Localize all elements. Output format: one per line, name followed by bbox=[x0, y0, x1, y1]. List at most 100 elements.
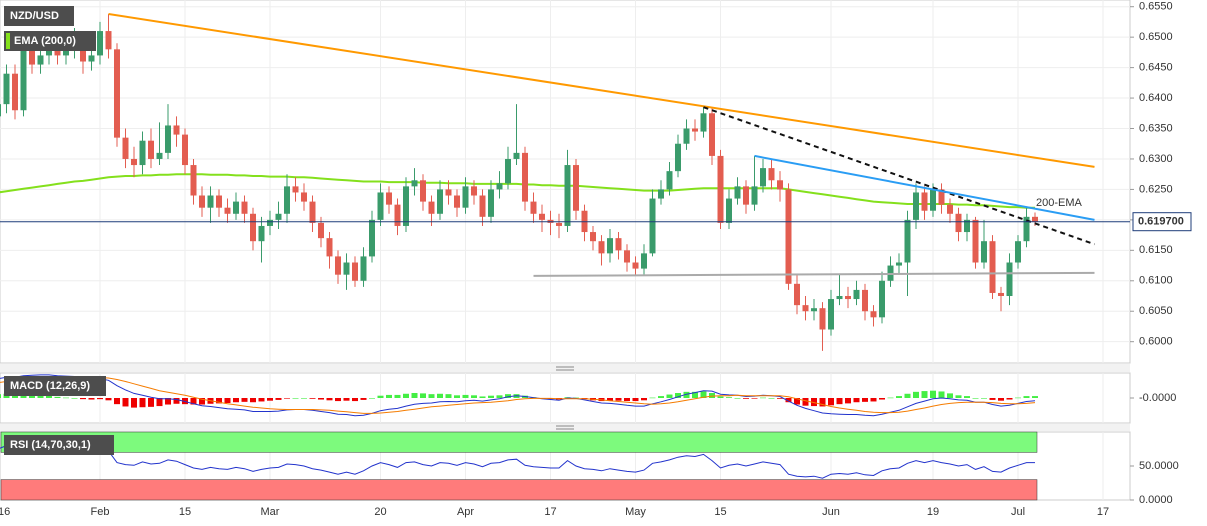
candle-body bbox=[216, 195, 222, 208]
macd-histogram-bar bbox=[794, 398, 800, 405]
x-tick-label: 15 bbox=[179, 506, 191, 518]
candle-body bbox=[666, 171, 673, 190]
macd-histogram-bar bbox=[411, 393, 418, 398]
candle-body bbox=[301, 192, 307, 202]
x-tick-label: 20 bbox=[374, 506, 386, 518]
candle-body bbox=[811, 308, 817, 312]
candle-body bbox=[411, 180, 418, 187]
candle-body bbox=[828, 299, 834, 330]
macd-histogram-bar bbox=[488, 395, 494, 398]
macd-histogram-bar bbox=[717, 396, 724, 398]
ema-legend-box[interactable] bbox=[4, 31, 96, 51]
candle-body bbox=[326, 238, 333, 257]
candle-body bbox=[496, 183, 503, 190]
candle-body bbox=[853, 289, 860, 300]
panel-separator[interactable] bbox=[0, 364, 1130, 372]
candle-body bbox=[165, 125, 171, 153]
macd-histogram-bar bbox=[343, 398, 350, 401]
candle-body bbox=[352, 262, 358, 281]
candle-body bbox=[938, 189, 945, 205]
candle-body bbox=[1023, 216, 1030, 242]
candle-body bbox=[598, 241, 605, 254]
candle-body bbox=[292, 186, 299, 193]
candle-body bbox=[267, 219, 273, 226]
candle-body bbox=[488, 189, 494, 217]
macd-histogram-bar bbox=[734, 398, 741, 399]
symbol-box[interactable] bbox=[4, 6, 74, 26]
ema-annotation: 200-EMA bbox=[1036, 197, 1083, 209]
candle-body bbox=[479, 195, 486, 217]
macd-histogram-bar bbox=[54, 396, 61, 398]
y-tick-label: 0.6400 bbox=[1139, 92, 1173, 104]
x-tick-label: 17 bbox=[1097, 506, 1109, 518]
candle-body bbox=[224, 207, 231, 214]
candle-body bbox=[785, 189, 792, 284]
candle-body bbox=[37, 55, 44, 65]
macd-histogram-bar bbox=[318, 398, 324, 400]
candle-body bbox=[896, 262, 902, 266]
macd-histogram-bar bbox=[692, 391, 698, 398]
candle-body bbox=[462, 186, 469, 208]
panel-separator[interactable] bbox=[0, 424, 1130, 431]
candle-body bbox=[794, 283, 800, 306]
macd-histogram-bar bbox=[913, 391, 919, 398]
macd-histogram-bar bbox=[777, 398, 783, 399]
candle-body bbox=[819, 308, 826, 330]
y-tick-label: 0.6000 bbox=[1139, 336, 1173, 348]
macd-title-box[interactable] bbox=[4, 376, 106, 396]
macd-histogram-bar bbox=[394, 394, 401, 398]
candle-body bbox=[641, 253, 647, 269]
macd-histogram-bar bbox=[301, 398, 307, 399]
macd-histogram-bar bbox=[80, 398, 86, 400]
macd-histogram-bar bbox=[938, 391, 945, 398]
candle-body bbox=[29, 49, 35, 65]
candle-body bbox=[428, 201, 435, 214]
rsi-lower-band bbox=[0, 479, 1038, 501]
macd-histogram-bar bbox=[649, 397, 656, 399]
macd-histogram-bar bbox=[445, 394, 452, 398]
macd-histogram-bar bbox=[658, 396, 664, 398]
candle-body bbox=[12, 73, 18, 111]
candle-body bbox=[343, 262, 350, 275]
x-tick-label: Jul bbox=[1011, 506, 1025, 518]
candle-body bbox=[709, 113, 715, 156]
macd-histogram-bar bbox=[811, 398, 817, 407]
candle-body bbox=[318, 222, 324, 239]
candle-body bbox=[904, 219, 911, 263]
macd-histogram-bar bbox=[88, 398, 95, 400]
macd-histogram-bar bbox=[437, 393, 443, 398]
candle-body bbox=[836, 296, 843, 300]
candle-body bbox=[539, 213, 545, 220]
y-tick-label: 0.6100 bbox=[1139, 275, 1173, 287]
macd-line bbox=[0, 376, 1036, 414]
candle-body bbox=[760, 168, 766, 187]
candle-body bbox=[207, 195, 214, 208]
candle-body bbox=[573, 165, 579, 211]
macd-histogram-bar bbox=[479, 396, 486, 398]
candle-body bbox=[522, 152, 528, 202]
macd-histogram-bar bbox=[896, 396, 902, 398]
candle-body bbox=[20, 49, 27, 111]
macd-histogram-bar bbox=[190, 398, 197, 405]
candle-body bbox=[394, 204, 401, 226]
ema-line bbox=[0, 173, 1035, 209]
candle-body bbox=[513, 152, 520, 159]
candle-body bbox=[989, 241, 996, 293]
macd-histogram-bar bbox=[241, 398, 248, 402]
candle-body bbox=[190, 165, 197, 196]
candle-body bbox=[658, 189, 664, 199]
macd-histogram-bar bbox=[199, 398, 205, 405]
macd-histogram-bar bbox=[726, 397, 732, 398]
x-tick-label: 17 bbox=[544, 506, 556, 518]
macd-histogram-bar bbox=[972, 398, 979, 399]
macd-histogram-bar bbox=[352, 398, 358, 402]
macd-title: MACD (12,26,9) bbox=[10, 380, 90, 392]
candle-body bbox=[148, 140, 154, 159]
rsi-title-box[interactable] bbox=[4, 435, 114, 455]
candle-body bbox=[1015, 241, 1021, 263]
macd-histogram-bar bbox=[309, 398, 316, 399]
x-tick-label: Jun bbox=[822, 506, 840, 518]
macd-histogram-bar bbox=[862, 398, 868, 402]
ema-legend-swatch bbox=[6, 33, 10, 49]
y-tick-label: 0.6050 bbox=[1139, 305, 1173, 317]
